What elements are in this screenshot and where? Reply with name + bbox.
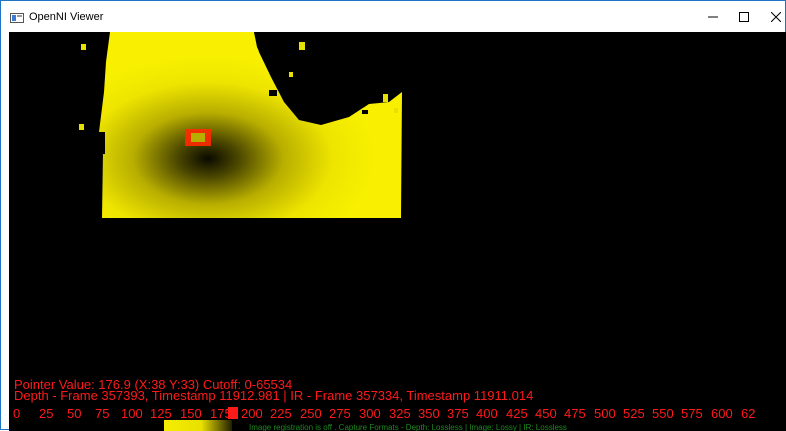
scale-tick: 100 (121, 406, 143, 421)
cutoff-marker[interactable] (228, 407, 238, 419)
scale-tick: 250 (300, 406, 322, 421)
minimize-icon (707, 16, 718, 17)
scale-tick: 175 (210, 406, 232, 421)
scale-tick: 0 (13, 406, 21, 421)
depth-image[interactable] (9, 32, 786, 431)
capture-status-text: Image registration is off . Capture Form… (249, 423, 567, 431)
pointer-value-text: Pointer Value: 176.9 (X:38 Y:33) Cutoff:… (14, 377, 293, 392)
scale-tick: 375 (447, 406, 469, 421)
scale-tick: 50 (67, 406, 82, 421)
scale-tick: 225 (270, 406, 292, 421)
scale-tick: 300 (359, 406, 381, 421)
scale-tick: 125 (150, 406, 172, 421)
scale-tick: 150 (180, 406, 202, 421)
close-icon (770, 11, 781, 22)
scale-tick: 350 (418, 406, 440, 421)
scale-tick: 550 (652, 406, 674, 421)
scale-tick: 450 (535, 406, 557, 421)
scale-tick: 525 (623, 406, 645, 421)
scale-tick: 500 (594, 406, 616, 421)
scale-tick: 400 (476, 406, 498, 421)
maximize-icon (738, 11, 749, 22)
scale-tick: 62 (741, 406, 756, 421)
app-icon (10, 13, 24, 23)
scale-tick: 325 (389, 406, 411, 421)
scale-tick: 200 (241, 406, 263, 421)
maximize-button[interactable] (726, 1, 761, 32)
title-bar[interactable]: OpenNI Viewer (1, 1, 785, 32)
depth-view-canvas[interactable]: Pointer Value: 176.9 (X:38 Y:33) Cutoff:… (9, 32, 786, 431)
scale-tick: 475 (564, 406, 586, 421)
scale-tick: 275 (329, 406, 351, 421)
minimize-button[interactable] (695, 1, 730, 32)
depth-histogram-bar (164, 420, 232, 431)
window-title: OpenNI Viewer (29, 11, 104, 23)
scale-tick: 25 (39, 406, 54, 421)
scale-tick: 425 (506, 406, 528, 421)
close-button[interactable] (758, 1, 786, 32)
scale-tick: 575 (681, 406, 703, 421)
scale-tick: 600 (711, 406, 733, 421)
frame-info-text: Depth - Frame 357393, Timestamp 11912.98… (14, 388, 534, 403)
scale-tick: 75 (95, 406, 110, 421)
depth-scale: 0 25 50 75 100 125 150 175 200 225 250 2… (9, 407, 786, 421)
